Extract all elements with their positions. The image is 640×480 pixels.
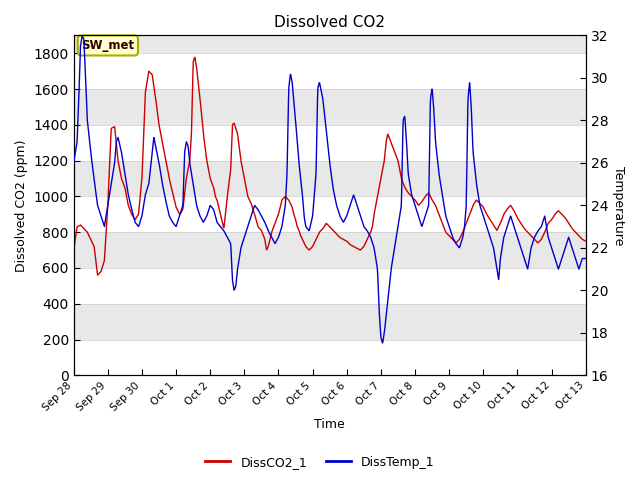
Title: Dissolved CO2: Dissolved CO2 bbox=[274, 15, 385, 30]
Y-axis label: Dissolved CO2 (ppm): Dissolved CO2 (ppm) bbox=[15, 139, 28, 272]
Text: SW_met: SW_met bbox=[81, 39, 134, 52]
Legend: DissCO2_1, DissTemp_1: DissCO2_1, DissTemp_1 bbox=[200, 451, 440, 474]
Bar bbox=[74, 304, 586, 339]
X-axis label: Time: Time bbox=[314, 419, 345, 432]
Bar bbox=[74, 161, 586, 196]
Bar bbox=[74, 232, 586, 268]
Bar bbox=[74, 89, 586, 125]
Bar bbox=[74, 36, 586, 53]
Y-axis label: Temperature: Temperature bbox=[612, 166, 625, 245]
